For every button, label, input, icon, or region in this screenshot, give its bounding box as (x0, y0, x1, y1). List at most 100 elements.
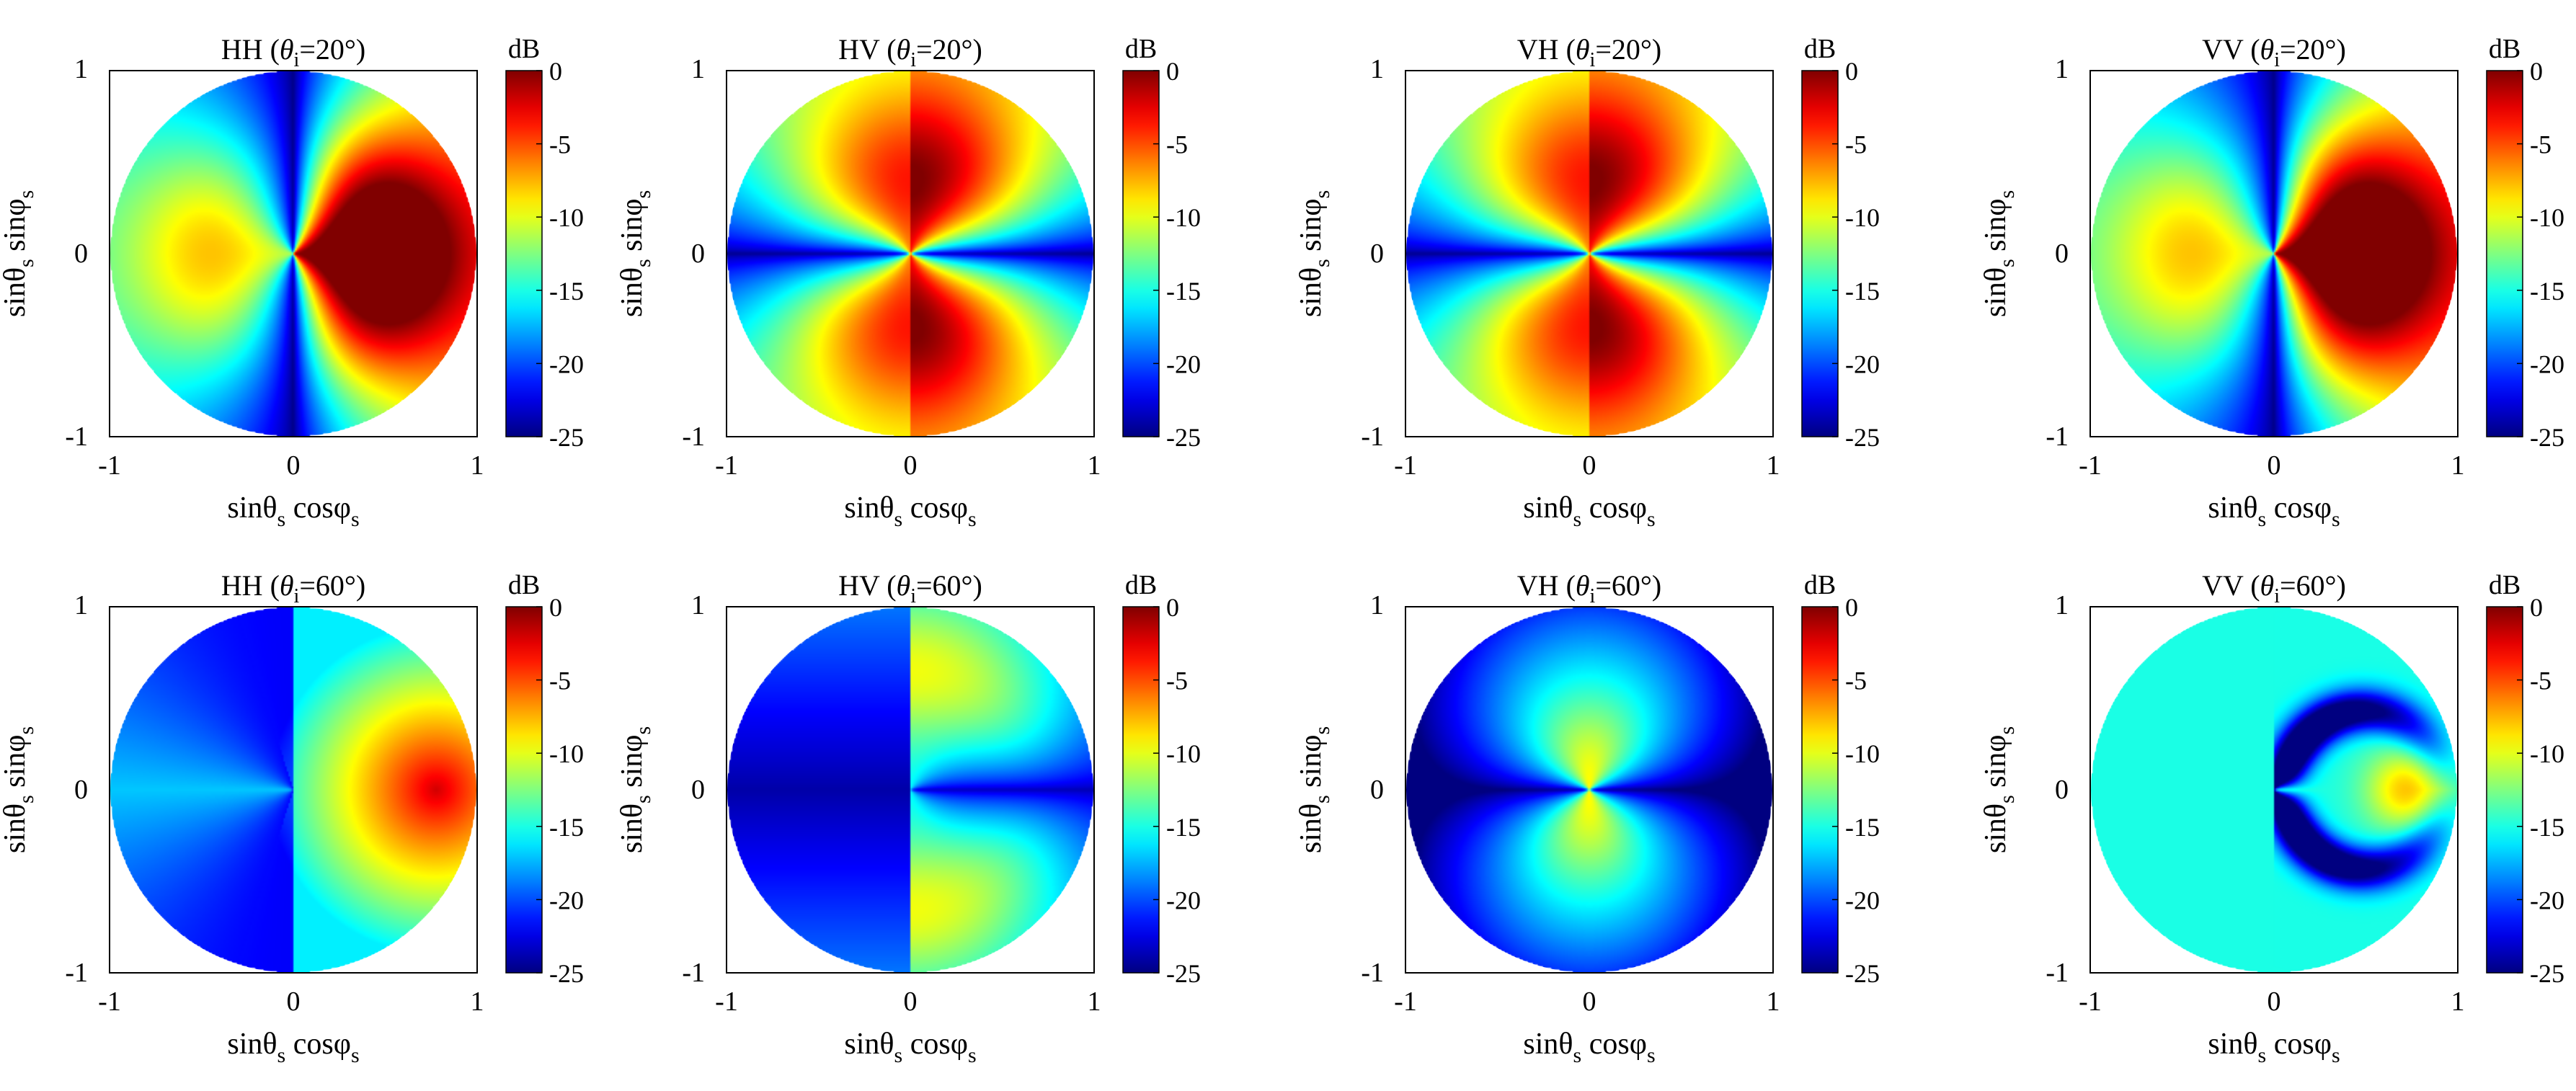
colorbar-tick-label: -5 (2530, 667, 2551, 695)
heatmap-disk (727, 71, 1093, 437)
colorbar (505, 70, 543, 437)
colorbar-tick-label: -15 (2530, 277, 2564, 306)
panel-title: HV (θi=60°) (838, 569, 982, 607)
colorbar-tick-label: -5 (1166, 130, 1188, 159)
colorbar (1122, 70, 1160, 437)
x-axis-label: sinθs cosφs (844, 491, 976, 531)
x-tick-label: 1 (1088, 450, 1101, 481)
colorbar-tick-label: -20 (2530, 886, 2564, 914)
y-axis-label: sinθs sinφs (616, 726, 655, 853)
colorbar-tick-label: -25 (1845, 423, 1880, 452)
colorbar-tick-label: -15 (1845, 277, 1880, 306)
colorbar-tick-label: 0 (1845, 57, 1858, 86)
y-axis-label: sinθs sinφs (1979, 190, 2019, 317)
y-tick-label: -1 (1361, 422, 1384, 452)
axes-box (726, 606, 1095, 974)
colorbar-label: dB (2489, 570, 2521, 600)
panel-title: VV (θi=20°) (2202, 33, 2346, 71)
axes-box (109, 606, 478, 974)
x-tick-label: -1 (2079, 450, 2102, 481)
heatmap-disk (1406, 607, 1772, 973)
x-tick-label: 0 (2268, 987, 2281, 1017)
y-tick-label: -1 (2046, 958, 2069, 988)
colorbar-tick-label: -5 (549, 130, 571, 159)
x-tick-label: 1 (2451, 987, 2465, 1017)
y-axis-label: sinθs sinφs (1979, 726, 2019, 853)
heatmap-disk (2091, 607, 2457, 973)
colorbar-label: dB (508, 34, 540, 64)
colorbar (1801, 606, 1839, 974)
y-tick-label: 1 (2055, 590, 2069, 620)
x-axis-label: sinθs cosφs (227, 491, 359, 531)
y-tick-label: 1 (1370, 590, 1384, 620)
colorbar (2486, 606, 2523, 974)
colorbar-tick-label: -25 (1166, 423, 1201, 452)
x-tick-label: 0 (287, 987, 301, 1017)
colorbar-tick-label: -10 (1845, 203, 1880, 232)
y-tick-label: 1 (691, 590, 705, 620)
axes-box (1405, 606, 1774, 974)
colorbar-tick-label: -15 (1166, 813, 1201, 842)
y-tick-label: 0 (74, 775, 88, 805)
colorbar (2486, 70, 2523, 437)
colorbar-tick-label: -10 (2530, 739, 2564, 768)
panel-title: VH (θi=20°) (1517, 33, 1661, 71)
colorbar-tick-label: -25 (549, 959, 584, 988)
colorbar-tick-label: -15 (549, 813, 584, 842)
y-tick-label: 0 (2055, 775, 2069, 805)
colorbar-tick-label: 0 (549, 57, 562, 86)
colorbar-tick-label: -5 (549, 667, 571, 695)
colorbar-label: dB (2489, 34, 2521, 64)
x-tick-label: 0 (1583, 987, 1596, 1017)
y-axis-label: sinθs sinφs (616, 190, 655, 317)
y-tick-label: -1 (1361, 958, 1384, 988)
y-axis-label: sinθs sinφs (1294, 190, 1334, 317)
x-axis-label: sinθs cosφs (2208, 491, 2340, 531)
y-tick-label: 0 (1370, 775, 1384, 805)
colorbar-tick-label: -25 (2530, 959, 2564, 988)
colorbar-tick-label: 0 (2530, 57, 2543, 86)
y-tick-label: 1 (74, 590, 88, 620)
x-tick-label: 1 (1767, 450, 1780, 481)
x-tick-label: -1 (715, 450, 738, 481)
colorbar-label: dB (508, 570, 540, 600)
colorbar-tick-label: -10 (1845, 739, 1880, 768)
axes-box (1405, 70, 1774, 437)
colorbar-tick-label: -20 (2530, 349, 2564, 378)
panel-title: HH (θi=20°) (221, 33, 365, 71)
x-tick-label: -1 (2079, 987, 2102, 1017)
colorbar-tick-label: -15 (2530, 813, 2564, 842)
x-axis-label: sinθs cosφs (1523, 1028, 1655, 1067)
y-tick-label: 0 (1370, 239, 1384, 269)
y-tick-label: 1 (74, 54, 88, 84)
x-tick-label: 1 (2451, 450, 2465, 481)
colorbar-label: dB (1125, 34, 1157, 64)
colorbar-tick-label: -25 (1845, 959, 1880, 988)
heatmap-disk (1406, 71, 1772, 437)
panel-title: VH (θi=60°) (1517, 569, 1661, 607)
y-tick-label: 1 (2055, 54, 2069, 84)
heatmap-disk (727, 607, 1093, 973)
x-axis-label: sinθs cosφs (844, 1028, 976, 1067)
y-tick-label: -1 (682, 958, 705, 988)
panel-title: HV (θi=20°) (838, 33, 982, 71)
axes-box (726, 70, 1095, 437)
y-tick-label: 1 (1370, 54, 1384, 84)
panel-title: HH (θi=60°) (221, 569, 365, 607)
colorbar-tick-label: -20 (1845, 886, 1880, 914)
y-tick-label: 1 (691, 54, 705, 84)
x-tick-label: 0 (1583, 450, 1596, 481)
colorbar-tick-label: -5 (1166, 667, 1188, 695)
colorbar-tick-label: 0 (1845, 593, 1858, 622)
x-tick-label: 0 (287, 450, 301, 481)
colorbar-tick-label: -5 (1845, 667, 1867, 695)
x-tick-label: 0 (904, 450, 918, 481)
colorbar-tick-label: -25 (1166, 959, 1201, 988)
y-tick-label: 0 (2055, 239, 2069, 269)
heatmap-disk (110, 71, 476, 437)
